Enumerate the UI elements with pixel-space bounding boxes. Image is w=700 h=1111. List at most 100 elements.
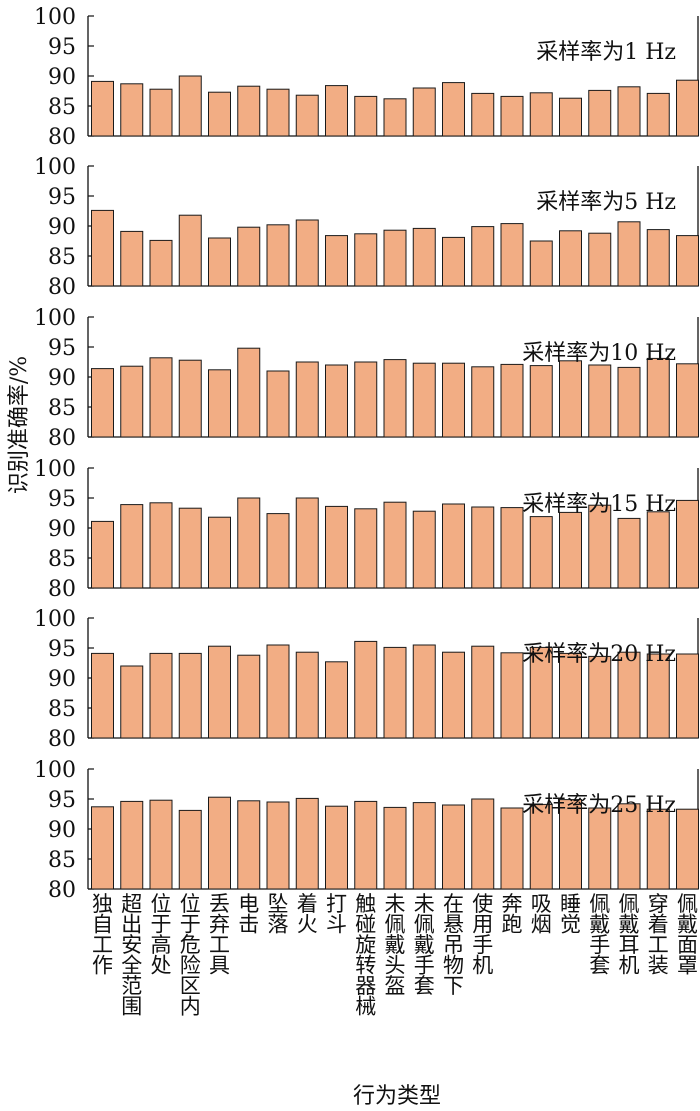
y-tick-label: 100 (34, 607, 76, 632)
panel-3: 80 85 90 95 100 采样率为10 Hz (34, 306, 699, 451)
bar-2-4 (178, 214, 202, 287)
panel-title: 采样率为5 Hz (536, 190, 676, 215)
bar-4-9 (325, 505, 348, 589)
bar-2-12 (412, 227, 436, 287)
bar-6-21 (676, 808, 699, 890)
bar-1-12 (412, 87, 436, 137)
bar-3-12 (412, 362, 436, 438)
category-label: 穿着工装 (648, 892, 669, 978)
bar-5-19 (617, 651, 641, 739)
bar-6-10 (354, 800, 378, 890)
bar-1-17 (559, 97, 582, 137)
bar-4-21 (676, 499, 699, 589)
category-label: 睡觉 (560, 892, 581, 937)
y-tick-label: 85 (48, 396, 76, 421)
bar-1-2 (120, 83, 144, 137)
panel-title: 采样率为10 Hz (522, 341, 676, 366)
bar-5-14 (471, 645, 495, 739)
bar-5-5 (208, 645, 231, 739)
bar-6-6 (237, 800, 261, 890)
bar-1-9 (325, 85, 348, 137)
y-tick-label: 95 (48, 788, 76, 813)
bar-4-3 (149, 502, 173, 589)
y-tick-label: 90 (48, 215, 76, 240)
bar-1-15 (500, 95, 524, 137)
category-label: 打斗 (326, 892, 347, 937)
panel-4: 80 85 90 95 100 采样率为15 Hz (34, 457, 699, 602)
bar-2-15 (500, 223, 524, 287)
bar-6-11 (383, 806, 407, 890)
bar-6-19 (617, 803, 641, 890)
bar-6-17 (559, 799, 582, 890)
y-tick-label: 100 (34, 5, 76, 30)
bar-6-12 (412, 802, 436, 890)
bar-1-6 (237, 85, 261, 137)
y-tick-label: 95 (48, 35, 76, 60)
y-tick-label: 100 (34, 457, 76, 482)
category-label: 位于危险区内 (180, 892, 201, 1019)
bar-3-10 (354, 361, 378, 438)
panel-5: 80 85 90 95 100 采样率为20 Hz (34, 607, 699, 752)
bar-3-8 (295, 361, 319, 438)
bar-5-3 (149, 652, 173, 739)
bar-6-5 (208, 796, 231, 890)
panel-title: 采样率为15 Hz (522, 492, 676, 517)
bar-4-19 (617, 517, 641, 589)
category-label: 未佩戴手套 (414, 892, 435, 998)
bar-2-2 (120, 230, 144, 287)
bar-4-17 (559, 511, 582, 589)
bar-6-3 (149, 799, 173, 890)
x-axis-title: 行为类型 (353, 1084, 441, 1109)
bar-3-7 (266, 370, 290, 438)
y-tick-label: 90 (48, 366, 76, 391)
y-tick-label: 95 (48, 336, 76, 361)
bar-1-21 (676, 79, 699, 137)
bar-5-18 (588, 655, 612, 739)
bar-2-19 (617, 221, 641, 287)
y-tick-label: 90 (48, 65, 76, 90)
panel-6: 80 85 90 95 100 采样率为25 Hz (34, 758, 699, 903)
bar-2-10 (354, 233, 378, 287)
bar-5-12 (412, 644, 436, 739)
bar-6-4 (178, 809, 202, 890)
bar-3-1 (91, 368, 114, 438)
bar-4-2 (120, 504, 144, 589)
bar-4-15 (500, 507, 524, 589)
bar-1-8 (295, 94, 319, 137)
bar-1-3 (149, 88, 173, 137)
bar-2-21 (676, 235, 699, 287)
category-label: 电击 (238, 892, 259, 937)
y-tick-label: 90 (48, 818, 76, 843)
bar-2-14 (471, 226, 495, 287)
y-tick-label: 95 (48, 637, 76, 662)
bar-4-5 (208, 516, 231, 589)
bar-5-8 (295, 651, 319, 739)
bar-3-15 (500, 363, 524, 438)
bar-1-19 (617, 86, 641, 137)
bar-6-2 (120, 800, 144, 890)
bar-2-20 (646, 229, 670, 287)
bar-5-2 (120, 665, 144, 739)
bar-3-6 (237, 347, 261, 438)
y-tick-label: 85 (48, 697, 76, 722)
bar-6-20 (646, 808, 670, 890)
bar-5-15 (500, 652, 524, 739)
bar-1-10 (354, 95, 378, 137)
category-label: 奔跑 (502, 892, 523, 937)
panel-1: 80 85 90 95 100 采样率为1 Hz (34, 5, 699, 150)
y-tick-label: 80 (48, 125, 76, 150)
bar-2-6 (237, 226, 261, 287)
y-tick-label: 85 (48, 95, 76, 120)
y-tick-label: 95 (48, 185, 76, 210)
category-label: 坠落 (268, 892, 289, 937)
bar-5-16 (529, 646, 553, 739)
bar-5-6 (237, 654, 261, 739)
category-label: 独自工作 (92, 892, 113, 978)
bar-4-20 (646, 511, 670, 589)
bar-2-17 (559, 230, 582, 287)
panel-title: 采样率为25 Hz (522, 793, 676, 818)
y-tick-label: 90 (48, 667, 76, 692)
bar-1-11 (383, 98, 407, 137)
bar-4-8 (295, 497, 319, 589)
